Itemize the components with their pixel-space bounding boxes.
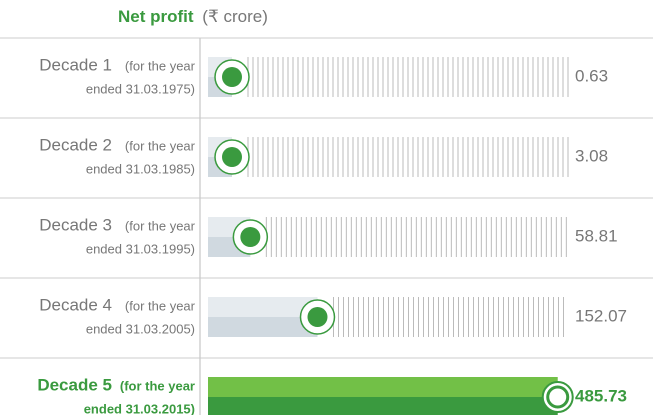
note-line: (for the year (125, 218, 196, 233)
note-line: ended 31.03.2015) (84, 401, 195, 415)
value-label: 3.08 (575, 146, 608, 165)
value-label: 152.07 (575, 306, 627, 325)
knob-inner (546, 385, 570, 409)
track-bottom (208, 317, 318, 337)
category-label: Decade 1 (39, 55, 112, 74)
track-top (208, 297, 318, 317)
note-line: (for the year (125, 138, 196, 153)
knob-inner (222, 67, 242, 87)
value-label: 58.81 (575, 226, 618, 245)
value-label: 0.63 (575, 66, 608, 85)
category-label: Decade 5 (37, 375, 112, 394)
bar-bottom (208, 397, 558, 417)
category-label: Decade 2 (39, 135, 112, 154)
note-line: (for the year (125, 298, 196, 313)
value-label: 485.73 (575, 386, 627, 405)
unit: (₹ crore) (202, 7, 268, 26)
bar-top (208, 377, 558, 397)
knob-inner (240, 227, 261, 247)
knob-inner (307, 307, 328, 327)
category-label: Decade 3 (39, 215, 112, 234)
category-label: Decade 4 (39, 295, 112, 314)
note-line: (for the year (120, 378, 195, 393)
note-line: ended 31.03.1985) (86, 161, 195, 176)
knob-inner (222, 147, 242, 167)
note-line: ended 31.03.1995) (86, 241, 195, 256)
note-line: ended 31.03.1975) (86, 81, 195, 96)
chart-title-group: Net profit (₹ crore) (118, 7, 268, 26)
note-line: (for the year (125, 58, 196, 73)
note-line: ended 31.03.2005) (86, 321, 195, 336)
chart-title: Net profit (118, 7, 194, 26)
